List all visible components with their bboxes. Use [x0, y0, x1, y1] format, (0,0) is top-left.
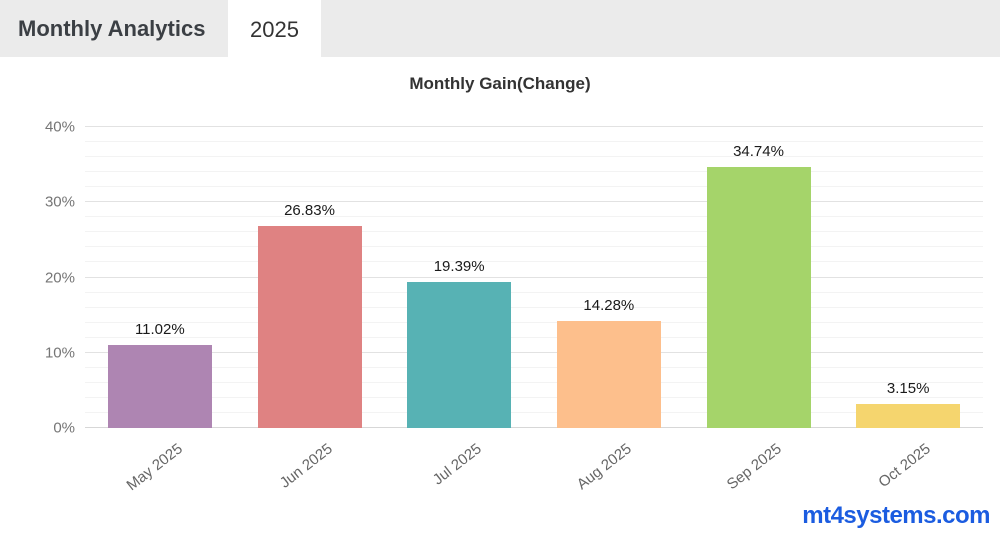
gridline: [85, 427, 983, 428]
gridline: [85, 156, 983, 158]
bar-aug-2025[interactable]: [556, 320, 661, 428]
y-axis-tick-label: 0%: [53, 419, 75, 437]
gridline: [85, 276, 983, 278]
gridline: [85, 261, 983, 263]
bar-chart: 0% 10% 20% 30% 40% 11.02% May 2025 26.83% Jun 20…: [45, 120, 983, 494]
bar-value-label: 11.02%: [134, 321, 185, 339]
bar-value-label: 3.15%: [886, 380, 930, 398]
gridline: [85, 381, 983, 383]
gridline: [85, 306, 983, 308]
chart-title: Monthly Gain(Change): [409, 74, 591, 93]
gridline: [85, 321, 983, 323]
bar-value-label: 26.83%: [284, 202, 335, 220]
gridline: [85, 246, 983, 248]
gridline: [85, 231, 983, 233]
tab-2025[interactable]: 2025: [228, 0, 321, 62]
y-axis-tick-label: 30%: [44, 193, 75, 211]
bar-oct-2025[interactable]: [856, 404, 961, 428]
bar-sep-2025[interactable]: [706, 166, 811, 428]
bar-value-label: 19.39%: [433, 258, 485, 276]
x-axis-tick-label: Sep 2025: [723, 440, 785, 494]
gridline: [85, 186, 983, 188]
bar-value-label: 34.74%: [733, 142, 784, 160]
gridline: [85, 201, 983, 203]
gridline: [85, 411, 983, 413]
bar-may-2025[interactable]: [107, 345, 212, 428]
y-axis-tick-label: 10%: [44, 344, 75, 362]
bar-value-label: 14.28%: [583, 296, 635, 314]
y-axis-tick-label: 20%: [44, 269, 75, 286]
gridline: [85, 396, 983, 398]
gridline: [85, 126, 983, 127]
gridline: [85, 366, 983, 368]
x-axis-tick-label: Aug 2025: [573, 440, 635, 494]
gridline: [85, 171, 983, 173]
gridline: [85, 141, 983, 143]
page-title: Monthly Analytics: [18, 16, 206, 41]
x-axis-tick-label: Jul 2025: [429, 440, 486, 489]
y-axis-tick-label: 40%: [44, 118, 75, 136]
header: Monthly Analytics 2025: [0, 0, 1000, 62]
gridline: [85, 291, 983, 293]
bar-jun-2025[interactable]: [257, 226, 362, 428]
x-axis-tick-label: May 2025: [123, 440, 186, 495]
gridline: [85, 216, 983, 218]
gridline: [85, 351, 983, 353]
x-axis-tick-label: Jun 2025: [276, 440, 336, 492]
x-axis-tick-label: Oct 2025: [875, 440, 935, 492]
gridline: [85, 336, 983, 338]
bar-jul-2025[interactable]: [407, 282, 512, 428]
watermark-link[interactable]: mt4systems.com: [802, 502, 990, 529]
